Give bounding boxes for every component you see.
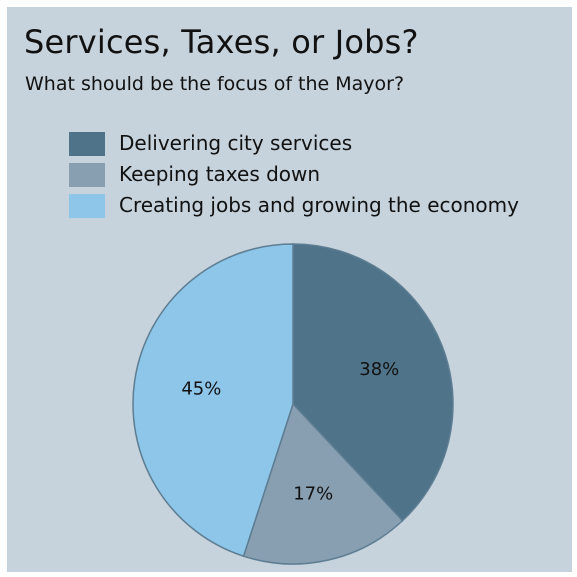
legend-swatch <box>69 194 105 218</box>
pie-slice-label-3: 45% <box>181 378 221 399</box>
chart-title: Services, Taxes, or Jobs? <box>24 23 419 61</box>
pie-slice-label-2: 17% <box>293 484 333 505</box>
legend-swatch <box>69 132 105 156</box>
legend-label: Keeping taxes down <box>119 162 321 186</box>
pie-slice-1 <box>292 243 454 522</box>
legend-swatch <box>69 163 105 187</box>
legend-label: Creating jobs and growing the economy <box>119 193 519 217</box>
pie-chart: 38% 17% 45% <box>132 243 454 565</box>
chart-panel: Services, Taxes, or Jobs? What should be… <box>7 7 572 572</box>
pie-slice-2 <box>242 402 404 565</box>
pie-slice-3 <box>132 243 294 558</box>
legend-label: Delivering city services <box>119 131 353 155</box>
pie-slice-label-1: 38% <box>359 359 399 380</box>
chart-subtitle: What should be the focus of the Mayor? <box>25 73 405 95</box>
